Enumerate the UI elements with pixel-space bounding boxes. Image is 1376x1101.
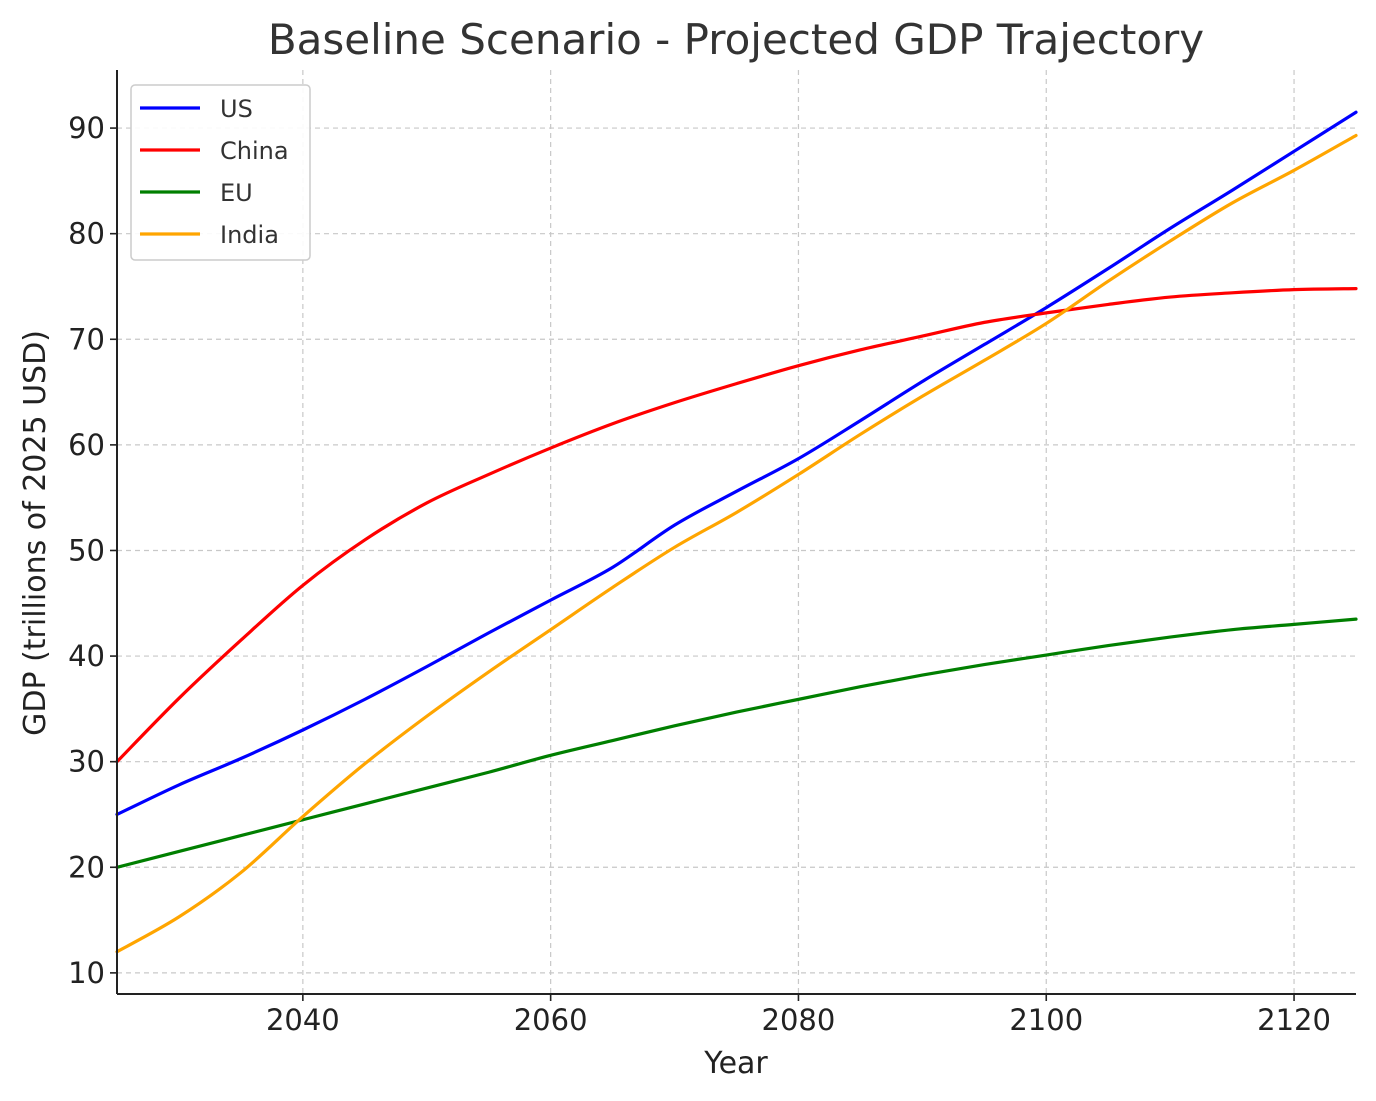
x-axis-label: Year [703, 1046, 768, 1081]
series-lines [115, 110, 1358, 954]
legend-label-india: India [220, 221, 279, 249]
series-line-india [115, 133, 1358, 954]
x-tick-label: 2040 [266, 1003, 340, 1037]
axes [110, 70, 1356, 1001]
y-tick-label: 90 [68, 111, 105, 145]
legend-frame [130, 84, 311, 261]
y-tick-label: 40 [68, 639, 105, 673]
series-line-us [115, 110, 1358, 817]
grid-lines [117, 70, 1356, 994]
tick-labels: 2040 2060 2080 2100 2120 10 20 30 40 50 60 70 80 90 [68, 111, 1331, 1037]
x-tick-label: 2080 [762, 1003, 836, 1037]
legend: US China EU India [130, 84, 311, 261]
y-axis-label: GDP (trillions of 2025 USD) [18, 330, 53, 736]
legend-label-china: China [220, 137, 289, 165]
y-tick-label: 20 [68, 850, 105, 884]
x-tick-label: 2060 [514, 1003, 588, 1037]
series-line-eu [115, 617, 1358, 869]
legend-label-us: US [220, 95, 253, 123]
y-tick-label: 70 [68, 322, 105, 356]
y-tick-label: 50 [68, 533, 105, 567]
y-tick-label: 80 [68, 217, 105, 251]
x-tick-label: 2120 [1257, 1003, 1331, 1037]
x-tick-label: 2100 [1009, 1003, 1083, 1037]
y-tick-label: 60 [68, 428, 105, 462]
y-tick-label: 10 [68, 956, 105, 990]
y-tick-label: 30 [68, 745, 105, 779]
legend-label-eu: EU [220, 179, 253, 207]
chart-title: Baseline Scenario - Projected GDP Trajec… [268, 15, 1204, 64]
series-line-china [115, 286, 1358, 764]
